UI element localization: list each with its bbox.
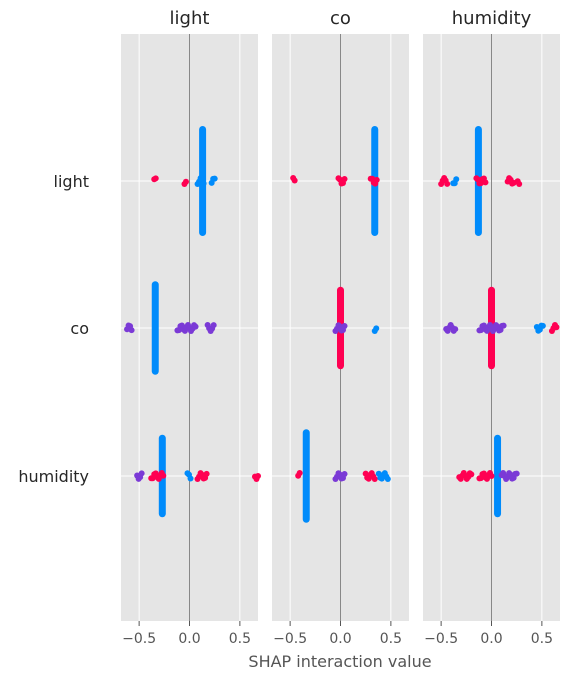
x-axis-label: SHAP interaction value [248, 652, 431, 671]
data-point [553, 324, 560, 331]
data-point [516, 180, 523, 187]
data-point [341, 470, 348, 477]
x-tick-label: −0.5 [424, 631, 458, 647]
panels-layer: −0.5 0.0 0.5 light −0.5 0.0 0.5 co −0.5 0.0 0.5 hum… [121, 8, 560, 647]
x-tick-label: 0.0 [178, 631, 200, 647]
data-point [341, 175, 348, 182]
panel-title: humidity [452, 8, 532, 29]
data-point [291, 177, 298, 184]
data-point [452, 326, 459, 333]
row-labels: light co humidity [18, 172, 89, 486]
row-label-humidity: humidity [18, 467, 89, 486]
data-point [187, 475, 194, 482]
x-tick-label: 0.5 [229, 631, 251, 647]
data-point [482, 179, 489, 186]
data-point [341, 322, 348, 329]
data-point [371, 475, 378, 482]
data-point [373, 176, 380, 183]
x-tick-label: 0.5 [531, 631, 553, 647]
data-point [468, 471, 475, 478]
data-point [160, 472, 167, 479]
data-point [203, 470, 210, 477]
x-tick-label: −0.5 [273, 631, 307, 647]
x-tick-label: 0.0 [329, 631, 351, 647]
data-point [152, 175, 159, 182]
panel-title: light [170, 8, 210, 29]
data-point [296, 470, 303, 477]
panel-humidity: −0.5 0.0 0.5 humidity [423, 8, 560, 647]
data-point [384, 475, 391, 482]
data-point [210, 322, 217, 329]
data-point [211, 175, 218, 182]
data-point [513, 470, 520, 477]
data-point [138, 470, 145, 477]
point-column-humidity [494, 434, 502, 518]
data-point [444, 180, 451, 187]
data-point [128, 327, 135, 334]
x-tick-label: −0.5 [122, 631, 156, 647]
data-point [192, 323, 199, 330]
panel-light: −0.5 0.0 0.5 light [121, 8, 261, 647]
point-column-humidity [302, 429, 310, 523]
panel-co: −0.5 0.0 0.5 co [272, 8, 409, 647]
panel-title: co [330, 8, 351, 29]
data-point [373, 325, 380, 332]
x-tick-label: 0.0 [480, 631, 502, 647]
data-point [182, 178, 189, 185]
data-point [539, 322, 546, 329]
point-column-co [151, 281, 159, 375]
data-point [500, 322, 507, 329]
data-point [200, 180, 207, 187]
row-label-light: light [54, 172, 89, 191]
data-point [453, 176, 460, 183]
x-tick-label: 0.5 [380, 631, 402, 647]
row-label-co: co [70, 319, 89, 338]
data-point [255, 473, 261, 480]
data-point [488, 473, 495, 479]
